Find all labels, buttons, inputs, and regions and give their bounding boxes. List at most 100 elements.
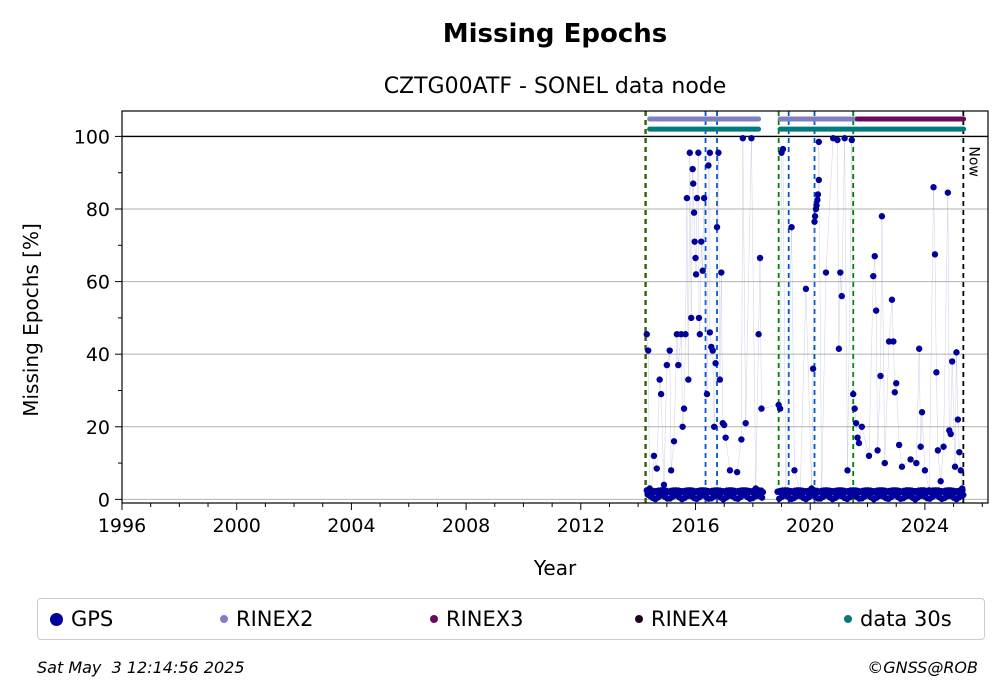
gps-point bbox=[937, 478, 944, 485]
footer-timestamp: Sat May 3 12:14:56 2025 bbox=[37, 658, 245, 677]
y-tick-label: 20 bbox=[86, 417, 110, 439]
gps-point bbox=[796, 488, 804, 496]
gps-point bbox=[898, 463, 906, 470]
gps-point bbox=[688, 314, 695, 322]
gps-point bbox=[666, 347, 673, 354]
legend-label: GPS bbox=[71, 607, 114, 631]
gps-point bbox=[854, 434, 861, 441]
gps-point bbox=[944, 189, 952, 196]
gps-point bbox=[713, 223, 721, 231]
legend-label: data 30s bbox=[860, 607, 952, 631]
gps-point bbox=[690, 209, 698, 216]
x-tick-label: 2008 bbox=[442, 515, 490, 537]
gps-point bbox=[791, 467, 798, 474]
gps-point bbox=[758, 494, 766, 501]
x-tick-label: 2020 bbox=[786, 515, 834, 537]
gps-point bbox=[809, 365, 817, 372]
legend-item-data-30s: data 30s bbox=[844, 607, 952, 631]
gps-point bbox=[758, 405, 765, 412]
gps-point bbox=[874, 447, 881, 454]
gps-point bbox=[958, 485, 966, 492]
gps-point bbox=[722, 434, 729, 441]
gps-point bbox=[888, 296, 896, 303]
gps-point bbox=[814, 196, 821, 204]
gps-point bbox=[733, 468, 741, 476]
gps-point bbox=[657, 390, 665, 398]
gps-point bbox=[686, 149, 693, 156]
rinex3-marker-icon bbox=[430, 615, 438, 623]
gps-point bbox=[858, 423, 866, 430]
gps-point bbox=[895, 441, 903, 449]
gps-point bbox=[852, 419, 860, 427]
y-tick-label: 40 bbox=[86, 344, 110, 366]
legend-label: RINEX4 bbox=[651, 607, 729, 631]
gps-point bbox=[907, 456, 914, 463]
gps-point bbox=[709, 347, 716, 354]
gps-point bbox=[815, 138, 823, 146]
gps-point bbox=[893, 380, 900, 387]
gps-point bbox=[663, 361, 671, 369]
gps-point bbox=[960, 491, 967, 499]
gps-point bbox=[700, 194, 708, 202]
gps-point bbox=[837, 269, 844, 276]
gps-point bbox=[851, 405, 858, 412]
gps-point bbox=[695, 149, 702, 156]
gps-point bbox=[693, 194, 701, 202]
gps-point bbox=[782, 492, 790, 499]
gps-point bbox=[841, 135, 848, 142]
gps-point bbox=[802, 285, 810, 293]
gps-point bbox=[808, 485, 815, 492]
gps-point bbox=[756, 254, 764, 262]
gps-point bbox=[742, 419, 749, 427]
x-tick-label: 2004 bbox=[327, 515, 375, 537]
gps-point bbox=[682, 331, 689, 338]
gps-point bbox=[710, 423, 718, 430]
legend: GPS RINEX2 RINEX3 RINEX4 data 30s bbox=[37, 598, 985, 640]
y-tick-label: 100 bbox=[74, 126, 110, 148]
gps-point bbox=[865, 452, 873, 460]
gps-point bbox=[948, 358, 956, 365]
gps-point bbox=[698, 238, 705, 245]
gps-point bbox=[692, 271, 700, 278]
gps-point bbox=[706, 149, 714, 156]
gps-point bbox=[878, 213, 886, 220]
gps-point bbox=[752, 485, 759, 492]
chart-subtitle: CZTG00ATF - SONEL data node bbox=[384, 74, 727, 99]
gps-point bbox=[683, 194, 691, 202]
gps-point bbox=[917, 443, 924, 450]
gps-point bbox=[759, 488, 767, 496]
gps-point bbox=[815, 176, 823, 184]
gps-point bbox=[921, 467, 929, 474]
gps-point bbox=[838, 292, 845, 300]
gps-point bbox=[705, 162, 712, 169]
data-30s-marker-icon bbox=[844, 615, 852, 623]
gps-point bbox=[675, 361, 682, 369]
x-axis-label: Year bbox=[533, 556, 577, 580]
gps-point bbox=[934, 447, 942, 454]
gps-point bbox=[696, 331, 704, 338]
gps-point bbox=[881, 459, 888, 467]
legend-label: RINEX3 bbox=[446, 607, 524, 631]
gps-point bbox=[814, 191, 822, 198]
gps-point bbox=[726, 467, 734, 474]
gps-point bbox=[848, 136, 855, 144]
gps-point bbox=[953, 349, 960, 356]
gps-point bbox=[930, 184, 937, 191]
x-tick-label: 2012 bbox=[557, 515, 605, 537]
gps-point bbox=[956, 448, 963, 456]
gps-point bbox=[738, 436, 745, 443]
gps-point bbox=[689, 165, 696, 173]
x-tick-label: 2016 bbox=[671, 515, 719, 537]
gps-point bbox=[947, 430, 954, 438]
gps-point bbox=[890, 338, 897, 345]
gps-point bbox=[706, 329, 714, 336]
gps-point bbox=[822, 269, 830, 276]
gps-point bbox=[951, 463, 959, 470]
rinex2-marker-icon bbox=[220, 615, 228, 623]
gps-point bbox=[850, 390, 857, 398]
y-tick-label: 80 bbox=[86, 199, 110, 221]
y-tick-label: 0 bbox=[98, 489, 110, 511]
legend-item-rinex3: RINEX3 bbox=[430, 607, 524, 631]
gps-point bbox=[650, 452, 658, 460]
missing-epochs-chart: Missing Epochs CZTG00ATF - SONEL data no… bbox=[19, 19, 989, 580]
